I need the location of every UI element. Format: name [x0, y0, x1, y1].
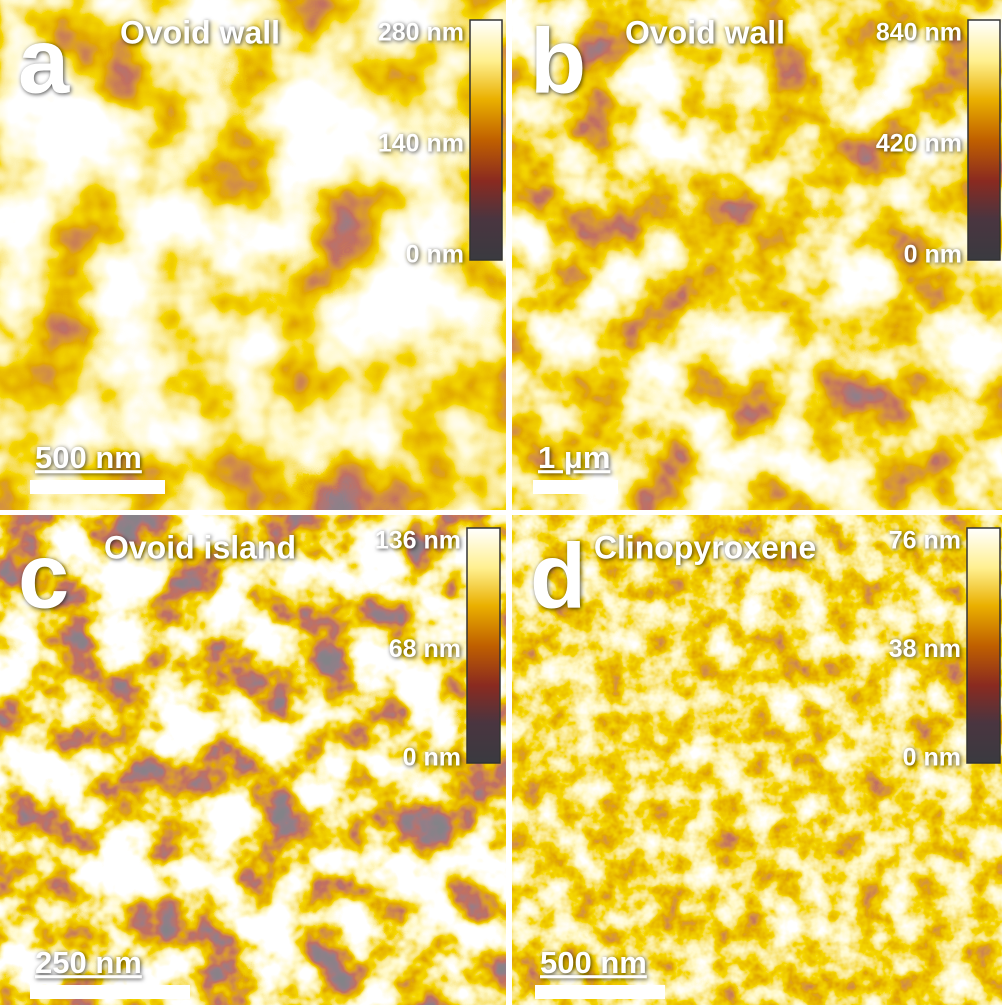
figure: 280 nm 140 nm 0 nm a Ovoid wall 500 nm 840 nm 4… — [0, 0, 1002, 1005]
colorbar-label: 420 nm — [876, 130, 962, 158]
colorbar — [467, 528, 500, 763]
scale-bar — [30, 480, 165, 494]
colorbar-label: 0 nm — [903, 744, 961, 772]
colorbar — [968, 20, 1000, 260]
colorbar-label: 0 nm — [406, 241, 464, 269]
colorbar — [470, 20, 502, 260]
scale-bar — [535, 985, 665, 999]
colorbar-label: 840 nm — [876, 19, 962, 47]
colorbar-label: 68 nm — [389, 635, 461, 663]
panel-letter: a — [18, 10, 70, 112]
colorbar-label: 140 nm — [378, 130, 464, 158]
panel-title: Ovoid island — [104, 529, 296, 565]
scale-bar-label: 1 μm — [538, 440, 610, 475]
scale-bar — [533, 480, 618, 494]
panel-letter: d — [530, 525, 586, 627]
panel-letter: c — [18, 525, 69, 627]
scale-bar-label: 500 nm — [35, 440, 142, 475]
panel-title: Ovoid wall — [120, 14, 280, 50]
scale-bar-label: 250 nm — [35, 945, 142, 980]
panel-title: Clinopyroxene — [594, 529, 816, 565]
colorbar-label: 38 nm — [889, 635, 961, 663]
scale-bar — [30, 985, 190, 999]
page: 280 nm 140 nm 0 nm a Ovoid wall 500 nm 840 nm 4… — [0, 0, 1002, 1005]
colorbar-label: 0 nm — [904, 241, 962, 269]
colorbar-label: 76 nm — [889, 527, 961, 555]
panel-letter: b — [530, 10, 586, 112]
scale-bar-label: 500 nm — [540, 945, 647, 980]
panel: 840 nm 420 nm 0 nm b Ovoid wall 1 μm — [512, 0, 1002, 510]
colorbar-label: 0 nm — [403, 744, 461, 772]
panel: 136 nm 68 nm 0 nm c Ovoid island 250 nm — [0, 515, 506, 1005]
panel-title: Ovoid wall — [625, 14, 785, 50]
panel: 280 nm 140 nm 0 nm a Ovoid wall 500 nm — [0, 0, 506, 510]
colorbar-label: 136 nm — [375, 527, 461, 555]
colorbar — [967, 528, 1000, 763]
colorbar-label: 280 nm — [378, 19, 464, 47]
